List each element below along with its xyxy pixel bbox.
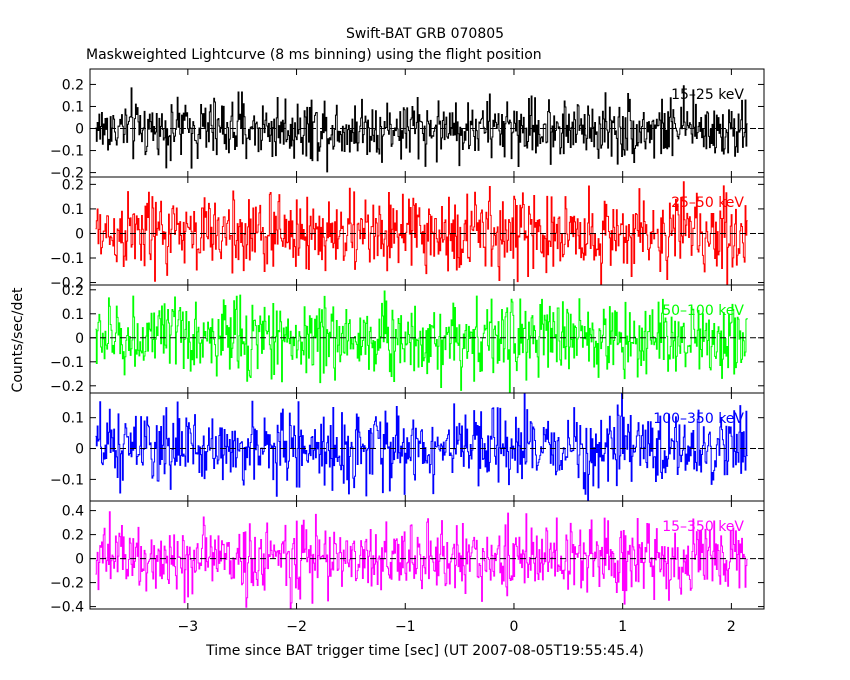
y-tick-label: 0 — [75, 552, 84, 568]
y-tick-label: 0.4 — [62, 504, 84, 520]
y-tick-label: −0.2 — [50, 576, 84, 592]
chart-subtitle: Maskweighted Lightcurve (8 ms binning) u… — [86, 47, 542, 63]
y-tick-label: 0.2 — [62, 283, 84, 299]
panels-group: −0.2 −0.1 0 0.1 0.2 15–25 keV −0.2 −0.1 0 0.1 0.2 2… — [50, 68, 765, 635]
y-tick-label: 0.2 — [62, 77, 84, 93]
y-tick-label: 0 — [75, 226, 84, 242]
y-tick-label: 0 — [75, 331, 84, 347]
y-tick-label: −0.4 — [50, 600, 84, 616]
y-tick-label: 0.1 — [62, 202, 84, 218]
x-tick-label: 1 — [618, 619, 627, 635]
y-tick-label: 0 — [75, 122, 84, 138]
x-axis-label: Time since BAT trigger time [sec] (UT 20… — [205, 643, 644, 659]
panel-label-15-350-kev: 15–350 keV — [662, 519, 744, 535]
panel-label-15-25-kev: 15–25 keV — [671, 87, 744, 103]
y-tick-label: 0 — [75, 442, 84, 458]
y-tick-label: 0.1 — [62, 99, 84, 115]
series-line-100-350-kev — [95, 393, 748, 501]
x-tick-label: 2 — [727, 619, 736, 635]
panel-frame-100-350-kev — [89, 392, 765, 502]
panel-label-25-50-kev: 25–50 keV — [671, 195, 744, 211]
x-tick-label: −2 — [286, 619, 307, 635]
y-tick-label: −0.2 — [50, 276, 84, 292]
y-tick-label: −0.1 — [50, 144, 84, 160]
y-tick-label: −0.1 — [50, 251, 84, 267]
y-tick-label: 0.1 — [62, 411, 84, 427]
y-tick-label: 0.2 — [62, 177, 84, 193]
series-line-15-25-kev — [95, 85, 748, 173]
y-tick-label: 0.1 — [62, 307, 84, 323]
y-axis-label: Counts/sec/det — [10, 287, 26, 392]
y-tick-label: 0.2 — [62, 528, 84, 544]
x-tick-label: 0 — [510, 619, 519, 635]
y-tick-label: −0.2 — [50, 166, 84, 182]
series-line-15-350-kev — [95, 511, 748, 609]
series-line-25-50-kev — [95, 181, 748, 285]
x-tick-label: −1 — [395, 619, 416, 635]
panel-frame-15-350-kev — [89, 500, 765, 610]
x-tick-label: −3 — [178, 619, 199, 635]
y-tick-label: −0.1 — [50, 355, 84, 371]
series-line-50-100-kev — [95, 290, 748, 393]
y-tick-label: −0.2 — [50, 379, 84, 395]
panel-label-100-350-kev: 100–350 keV — [653, 411, 744, 427]
panel-label-50-100-kev: 50–100 keV — [662, 303, 744, 319]
chart-title: Swift-BAT GRB 070805 — [346, 26, 504, 42]
y-tick-label: −0.1 — [50, 472, 84, 488]
